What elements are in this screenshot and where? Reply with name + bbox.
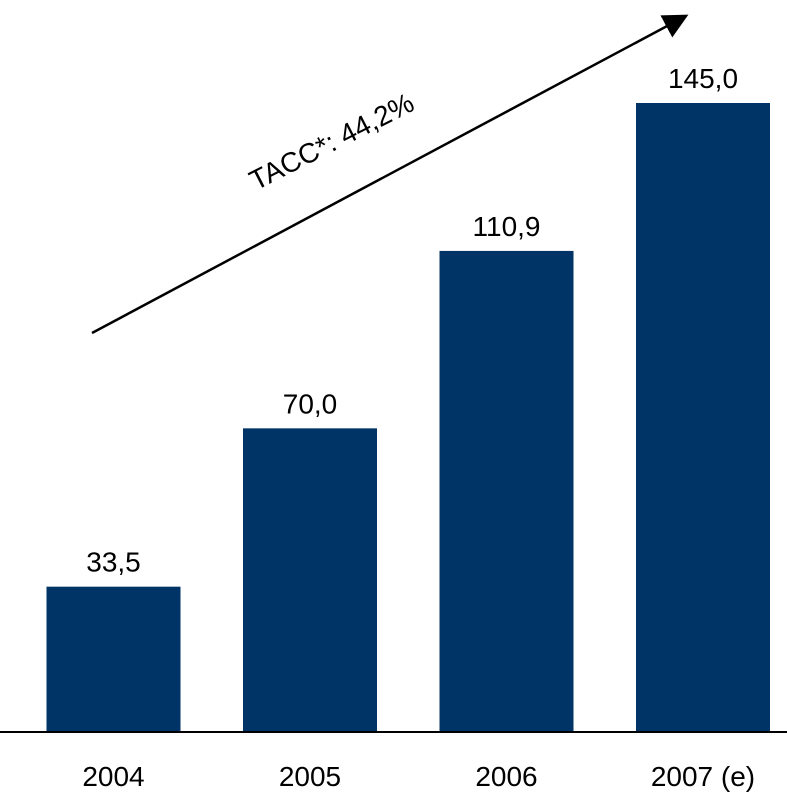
growth-rate-annotation: TACC*: 44,2% bbox=[244, 87, 418, 196]
bar-value-label: 145,0 bbox=[668, 63, 738, 94]
bar-value-label: 33,5 bbox=[86, 547, 141, 578]
x-tick-label: 2005 bbox=[279, 761, 341, 792]
bar-value-label: 110,9 bbox=[473, 211, 541, 242]
bar-2004 bbox=[46, 586, 181, 732]
x-tick-label: 2006 bbox=[475, 761, 537, 792]
growth-trend-arrow bbox=[91, 14, 689, 335]
x-tick-label: 2007 (e) bbox=[651, 761, 755, 792]
x-tick-labels: 2004 2005 2006 2007 (e) bbox=[82, 761, 755, 792]
bar-value-labels: 33,5 70,0 110,9 145,0 bbox=[86, 63, 738, 578]
bar-2007-e bbox=[636, 103, 770, 732]
bar-2006 bbox=[439, 250, 574, 733]
bar-2005 bbox=[243, 428, 377, 732]
x-tick-label: 2004 bbox=[82, 761, 144, 792]
bar-value-label: 70,0 bbox=[283, 388, 338, 419]
bars-group bbox=[46, 103, 770, 733]
